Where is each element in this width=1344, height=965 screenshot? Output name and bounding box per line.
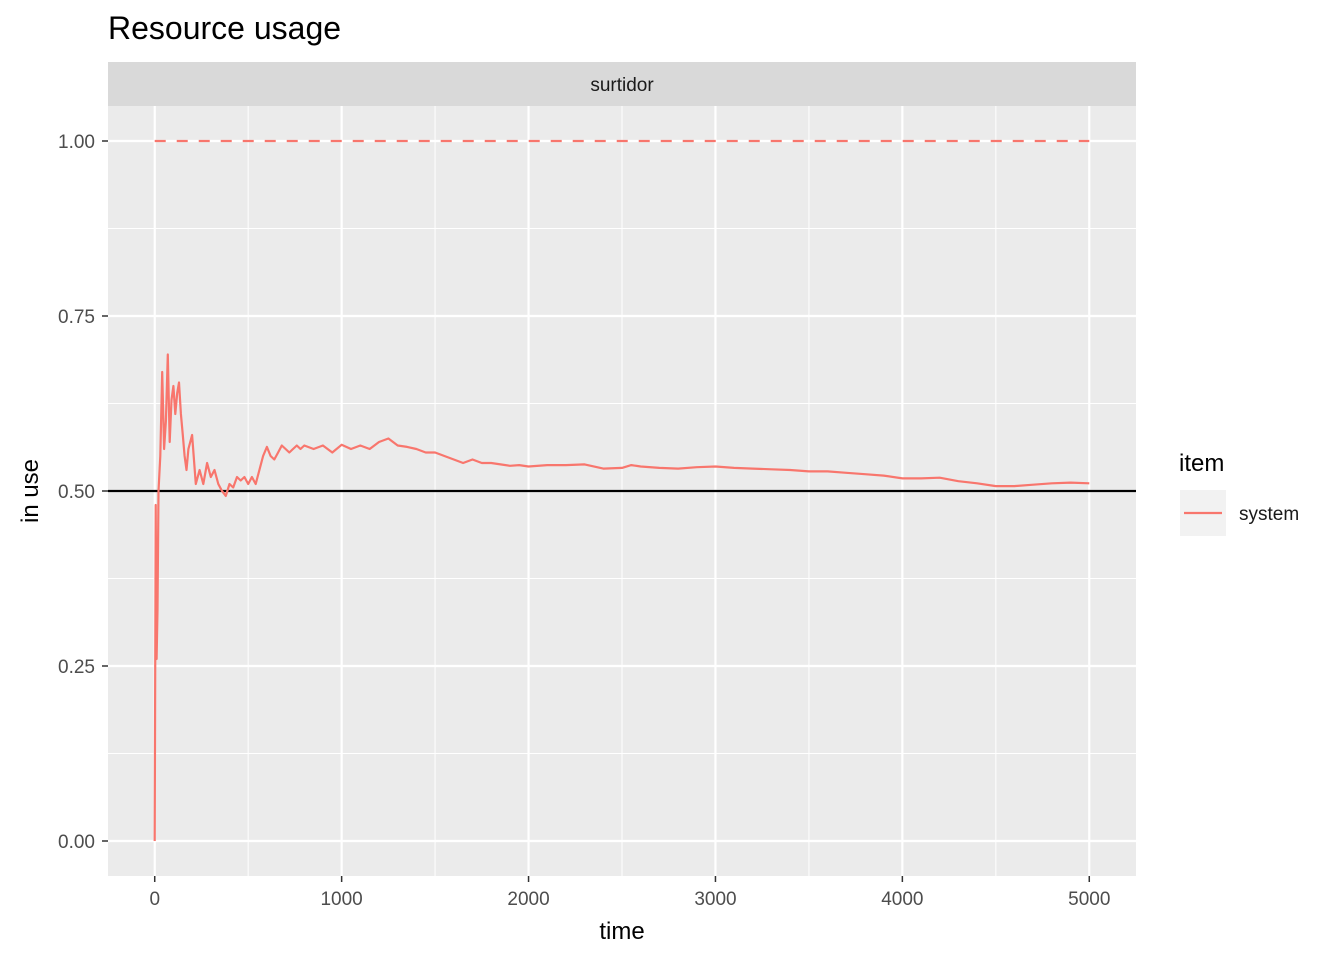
x-tick-label: 3000 <box>694 889 736 910</box>
x-tick-label: 0 <box>149 889 160 910</box>
series-line-system <box>153 353 1090 842</box>
y-axis: 0.00 0.25 0.50 0.75 1.00 <box>58 132 108 853</box>
facet-strip-label: surtidor <box>590 75 654 96</box>
x-tick-label: 4000 <box>881 889 923 910</box>
legend: item system <box>1179 450 1299 536</box>
y-tick-label: 0.50 <box>58 482 95 503</box>
y-axis-label: in use <box>17 459 44 523</box>
x-axis: 0 1000 2000 3000 4000 5000 <box>149 876 1110 910</box>
y-tick-label: 0.75 <box>58 307 95 328</box>
y-tick-label: 0.00 <box>58 832 95 853</box>
legend-title: item <box>1179 450 1224 477</box>
chart-title: Resource usage <box>108 10 341 46</box>
series-layer <box>153 353 1090 842</box>
x-axis-label: time <box>599 918 644 945</box>
minor-gridlines <box>108 106 1136 876</box>
y-tick-label: 0.25 <box>58 657 95 678</box>
x-tick-label: 5000 <box>1068 889 1110 910</box>
y-tick-label: 1.00 <box>58 132 95 153</box>
x-tick-label: 2000 <box>507 889 549 910</box>
facet-strip <box>108 62 1136 106</box>
legend-entry-system: system <box>1239 504 1299 525</box>
reference-lines <box>108 139 1136 493</box>
x-tick-label: 1000 <box>320 889 362 910</box>
